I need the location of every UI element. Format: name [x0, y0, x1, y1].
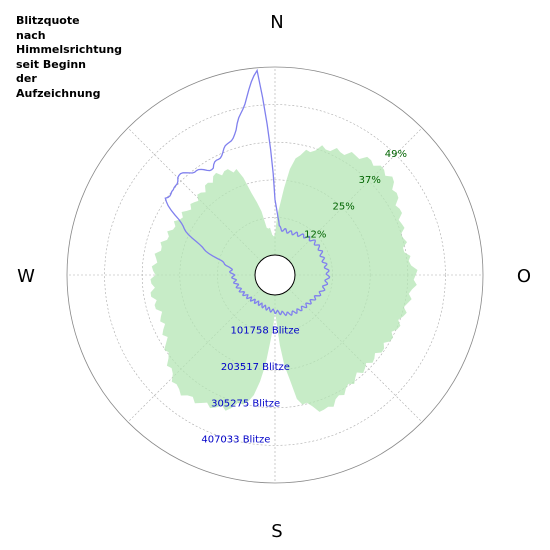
chart-title-line: Blitzquote	[16, 14, 80, 27]
count-line	[164, 68, 331, 317]
count-tick-label: 407033 Blitze	[201, 435, 270, 446]
center-hole	[254, 254, 296, 296]
chart-title: Blitzquote nach Himmelsrichtung seit Beg…	[16, 14, 122, 100]
chart-title-line: Aufzeichnung	[16, 87, 100, 100]
compass-north-label: N	[270, 12, 283, 33]
chart-title-line: Himmelsrichtung	[16, 43, 122, 56]
count-tick-label: 305275 Blitze	[211, 398, 280, 409]
percent-tick-label: 49%	[385, 149, 407, 160]
grid-spoke	[127, 127, 262, 262]
percent-tick-label: 12%	[304, 230, 326, 241]
compass-south-label: S	[271, 521, 282, 542]
compass-east-label: O	[517, 266, 531, 287]
count-tick-label: 203517 Blitze	[221, 362, 290, 373]
axis-labels: 12% 25% 37% 49% 101758 Blitze 203517 Blitze 30…	[201, 149, 407, 446]
percent-tick-label: 25%	[333, 201, 355, 212]
chart-title-line: seit Beginn	[16, 58, 86, 71]
percent-tick-label: 37%	[359, 175, 381, 186]
compass-west-label: W	[17, 266, 35, 287]
grid-spoke	[127, 288, 262, 423]
grid-ring	[66, 66, 484, 484]
chart-title-line: nach	[16, 29, 46, 42]
chart-title-line: der	[16, 72, 37, 85]
grid-ring	[104, 104, 446, 446]
compass-labels: N O S W	[17, 12, 531, 542]
count-tick-label: 101758 Blitze	[231, 326, 300, 337]
grid-spoke	[288, 127, 423, 262]
count-series	[164, 68, 331, 317]
